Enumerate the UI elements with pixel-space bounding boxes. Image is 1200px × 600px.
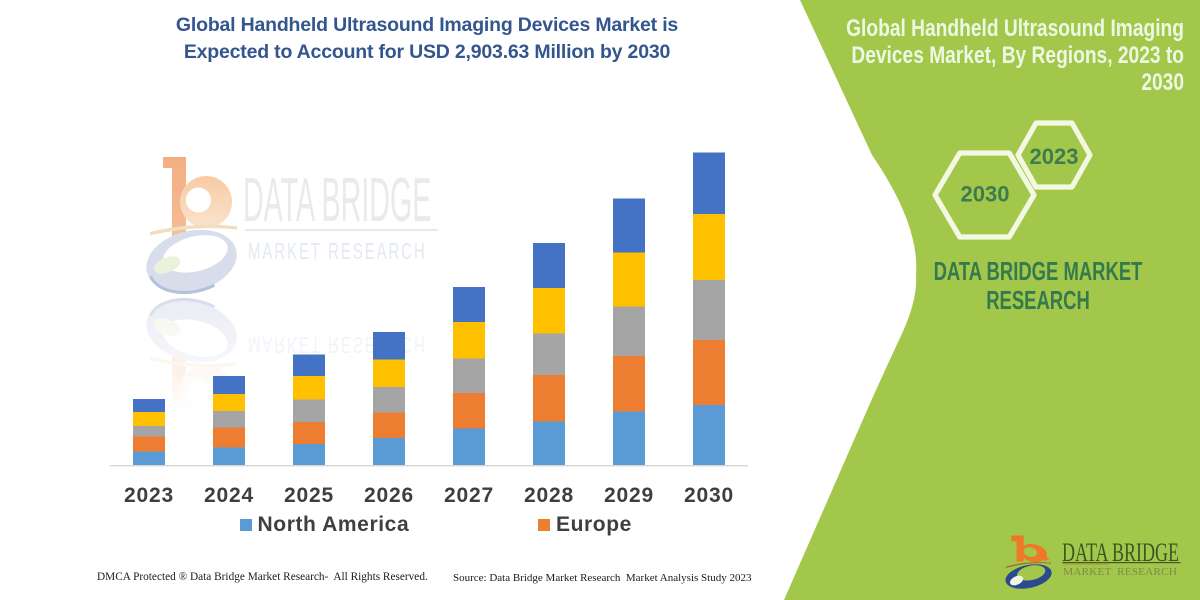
svg-text:2030: 2030 (961, 182, 1010, 207)
svg-text:2023: 2023 (1030, 144, 1079, 169)
svg-text:MARKET RESEARCH: MARKET RESEARCH (1063, 567, 1177, 578)
